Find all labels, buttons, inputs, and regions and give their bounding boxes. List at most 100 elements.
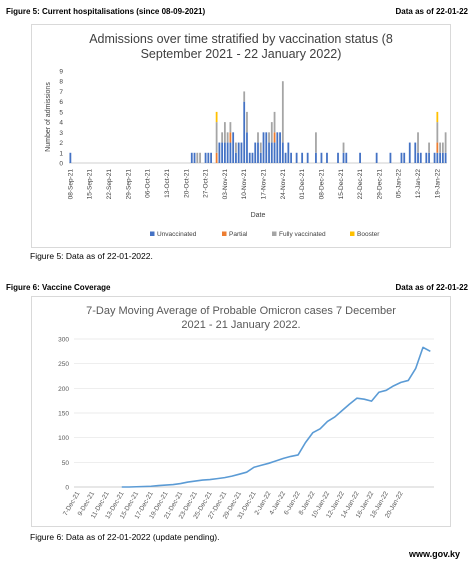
- bar-segment: [301, 152, 304, 163]
- bar-segment: [229, 132, 232, 143]
- series-line: [121, 346, 431, 488]
- x-tick-label: 08-Sep-21: [67, 169, 74, 200]
- x-tick-label: 01-Dec-21: [299, 169, 306, 200]
- legend-swatch: [222, 231, 227, 236]
- bar-segment: [441, 152, 444, 163]
- legend-label: Booster: [357, 231, 380, 238]
- y-tick-label: 0: [59, 161, 63, 168]
- x-tick-label: 08-Dec-21: [319, 169, 326, 200]
- bar-segment: [248, 152, 251, 163]
- y-axis-label: Number of admissions: [45, 82, 52, 152]
- bar-segment: [215, 122, 218, 153]
- bar-segment: [221, 142, 224, 163]
- bar-segment: [290, 152, 292, 163]
- bar-segment: [279, 132, 281, 163]
- y-tick-label: 0: [65, 485, 69, 492]
- bar-segment: [419, 152, 422, 163]
- bar-segment: [428, 142, 430, 153]
- y-tick-label: 300: [58, 337, 69, 344]
- bar-segment: [243, 91, 246, 102]
- bar-segment: [223, 142, 226, 163]
- y-tick-label: 7: [59, 89, 63, 96]
- x-tick-label: 15-Sep-21: [87, 169, 94, 200]
- bar-segment: [193, 152, 196, 163]
- bar-segment: [436, 111, 439, 123]
- bar-segment: [204, 152, 207, 163]
- chart-title: 7-Day Moving Average of Probable Omicron…: [86, 305, 396, 317]
- bar-segment: [235, 152, 237, 163]
- bar-segment: [287, 142, 290, 163]
- bar-segment: [315, 152, 317, 163]
- bar-segment: [320, 152, 323, 163]
- figure5-header-left: Figure 5: Current hospitalisations (sinc…: [6, 7, 206, 16]
- figure5-chart-frame: Admissions over time stratified by vacci…: [31, 24, 451, 248]
- bar-segment: [273, 132, 276, 143]
- y-tick-label: 50: [62, 460, 70, 467]
- y-tick-label: 100: [58, 435, 69, 442]
- y-tick-label: 8: [59, 79, 63, 86]
- y-tick-label: 9: [59, 69, 63, 76]
- bar-segment: [342, 142, 345, 153]
- bar-segment: [251, 152, 254, 163]
- bar-segment: [254, 142, 257, 163]
- bar-segment: [375, 152, 378, 163]
- bar-segment: [439, 152, 441, 163]
- bar-segment: [315, 132, 317, 153]
- bar-segment: [408, 142, 411, 163]
- x-tick-label: 20-Oct-21: [183, 169, 190, 198]
- chart-title: Admissions over time stratified by vacci…: [89, 32, 393, 46]
- bar-segment: [295, 152, 298, 163]
- figure6-header: Figure 6: Vaccine Coverage Data as of 22…: [6, 283, 468, 295]
- bar-segment: [229, 122, 232, 133]
- x-axis-label: Date: [251, 212, 266, 219]
- y-tick-label: 2: [59, 140, 63, 147]
- bar-segment: [268, 142, 270, 163]
- bar-segment: [196, 152, 199, 163]
- x-tick-label: 06-Oct-21: [145, 169, 152, 198]
- bar-segment: [400, 152, 403, 163]
- bar-segment: [199, 152, 201, 163]
- bar-segment: [273, 111, 276, 133]
- y-tick-label: 200: [58, 386, 69, 393]
- y-tick-label: 6: [59, 99, 63, 106]
- y-tick-label: 4: [59, 120, 63, 127]
- bar-segment: [342, 152, 345, 163]
- bar-segment: [273, 142, 276, 163]
- bar-segment: [229, 142, 232, 163]
- x-tick-label: 13-Oct-21: [164, 169, 171, 198]
- bar-segment: [433, 152, 436, 163]
- bar-segment: [223, 122, 226, 143]
- x-tick-label: 29-Sep-21: [125, 169, 132, 200]
- bar-segment: [218, 142, 221, 163]
- bar-segment: [359, 152, 361, 163]
- chart-title: 2021 - 21 January 2022.: [181, 319, 300, 331]
- legend-item: Booster: [350, 231, 380, 238]
- bar-segment: [232, 132, 235, 163]
- y-tick-label: 5: [59, 109, 63, 116]
- x-tick-label: 19-Jan-22: [434, 169, 441, 199]
- bar-segment: [436, 152, 439, 163]
- figure6-caption: Figure 6: Data as of 22-01-2022 (update …: [30, 532, 220, 542]
- figure6-header-left: Figure 6: Vaccine Coverage: [6, 283, 111, 292]
- bar-segment: [268, 132, 270, 143]
- bar-segment: [221, 132, 224, 143]
- x-tick-label: 15-Dec-21: [338, 169, 345, 200]
- bar-segment: [243, 101, 246, 163]
- bar-segment: [69, 152, 72, 163]
- x-tick-label: 29-Dec-21: [376, 169, 383, 200]
- bar-segment: [259, 142, 262, 153]
- bar-segment: [190, 152, 193, 163]
- bar-segment: [441, 142, 444, 153]
- x-tick-label: 22-Dec-21: [357, 169, 364, 200]
- bar-segment: [417, 132, 419, 153]
- bar-segment: [337, 152, 339, 163]
- bar-segment: [237, 142, 240, 163]
- bar-segment: [345, 152, 348, 163]
- x-tick-label: 17-Nov-21: [261, 169, 268, 200]
- bar-segment: [281, 81, 284, 143]
- legend-swatch: [350, 231, 355, 236]
- x-tick-label: 24-Nov-21: [280, 169, 287, 200]
- legend-item: Fully vaccinated: [272, 231, 326, 238]
- figure5-header-right: Data as of 22-01-22: [395, 7, 468, 16]
- bar-segment: [281, 142, 284, 163]
